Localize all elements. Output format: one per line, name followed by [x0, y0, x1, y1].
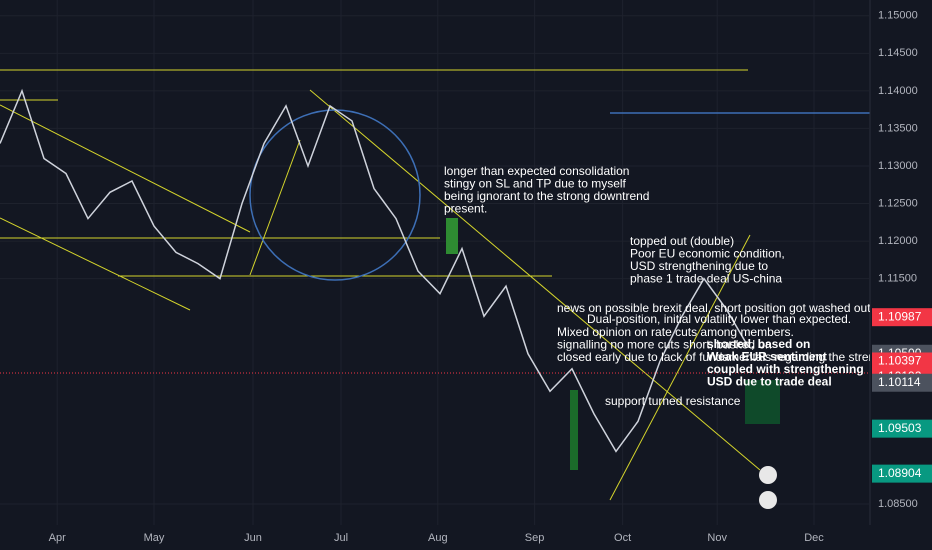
drawings	[0, 69, 870, 501]
price-tag	[872, 419, 932, 438]
y-tick-label: 1.12500	[878, 197, 918, 209]
annotation: longer than expected consolidation	[444, 164, 629, 178]
price-line	[0, 88, 749, 453]
zone	[570, 390, 578, 470]
y-tick-label: 1.14500	[878, 47, 918, 59]
x-tick-label: Dec	[804, 532, 824, 544]
annotation: signalling no more cuts short, basked on	[557, 338, 772, 352]
trend-line	[0, 104, 251, 233]
annotation: news on possible brexit deal, short posi…	[557, 301, 874, 315]
annotation: USD due to trade deal	[707, 375, 832, 389]
x-tick-label: Sep	[525, 532, 545, 544]
trend-line	[309, 89, 761, 471]
annotation: Dual-position, initial volatility lower …	[587, 312, 851, 326]
annotation: phase 1 trade deal US-china	[630, 272, 782, 286]
x-tick-label: May	[144, 532, 165, 544]
plot	[0, 0, 869, 525]
x-tick-label: Aug	[428, 532, 448, 544]
y-tick-label: 1.13000	[878, 160, 918, 172]
x-tick-label: Nov	[707, 532, 727, 544]
annotation: being ignorant to the strong downtrend	[444, 189, 649, 203]
annotation: present.	[444, 202, 487, 216]
trend-line	[0, 217, 191, 311]
price-tag-label: 1.10987	[878, 309, 922, 323]
price-tag-label: 1.10397	[878, 354, 922, 368]
annotations: longer than expected consolidationstingy…	[444, 164, 892, 408]
price-tag-label: 1.09503	[878, 421, 922, 435]
x-tick-label: Oct	[614, 532, 631, 544]
zone	[446, 218, 458, 254]
annotation: shorted, based on	[707, 337, 810, 351]
annotation: Poor EU economic condition,	[630, 247, 785, 261]
annotation: closed early due to lack of fundamentals…	[557, 350, 892, 364]
price-tag	[872, 464, 932, 483]
y-tick-label: 1.14000	[878, 85, 918, 97]
y-tick-label: 1.15000	[878, 10, 918, 22]
annotation: stingy on SL and TP due to myself	[444, 177, 627, 191]
y-tick-label: 1.08500	[878, 498, 918, 510]
annotation: USD strengthening due to	[630, 259, 768, 273]
price-tag	[872, 373, 932, 392]
price-tag	[872, 308, 932, 327]
trend-line	[249, 139, 301, 276]
y-tick-label: 1.12000	[878, 235, 918, 247]
x-tick-label: Apr	[49, 532, 66, 544]
y-tick-label: 1.13500	[878, 122, 918, 134]
x-tick-label: Jun	[244, 532, 262, 544]
price-tag-label: 1.10114	[878, 375, 921, 389]
price-tag-label: 1.08904	[878, 466, 922, 480]
event-icon	[759, 491, 777, 509]
annotation: Mixed opinion on rate cuts among members…	[557, 325, 794, 339]
trend-line	[609, 234, 751, 501]
annotation: topped out (double)	[630, 234, 734, 248]
y-tick-label: 1.11500	[878, 273, 917, 285]
annotation: coupled with strengthening	[707, 362, 864, 376]
target-zone	[745, 380, 780, 424]
annotation: support turned resistance	[605, 394, 741, 408]
price-tag	[872, 352, 932, 371]
annotation: Weak EUR sentiment	[707, 350, 827, 364]
x-tick-label: Jul	[334, 532, 348, 544]
event-icon	[759, 466, 777, 484]
